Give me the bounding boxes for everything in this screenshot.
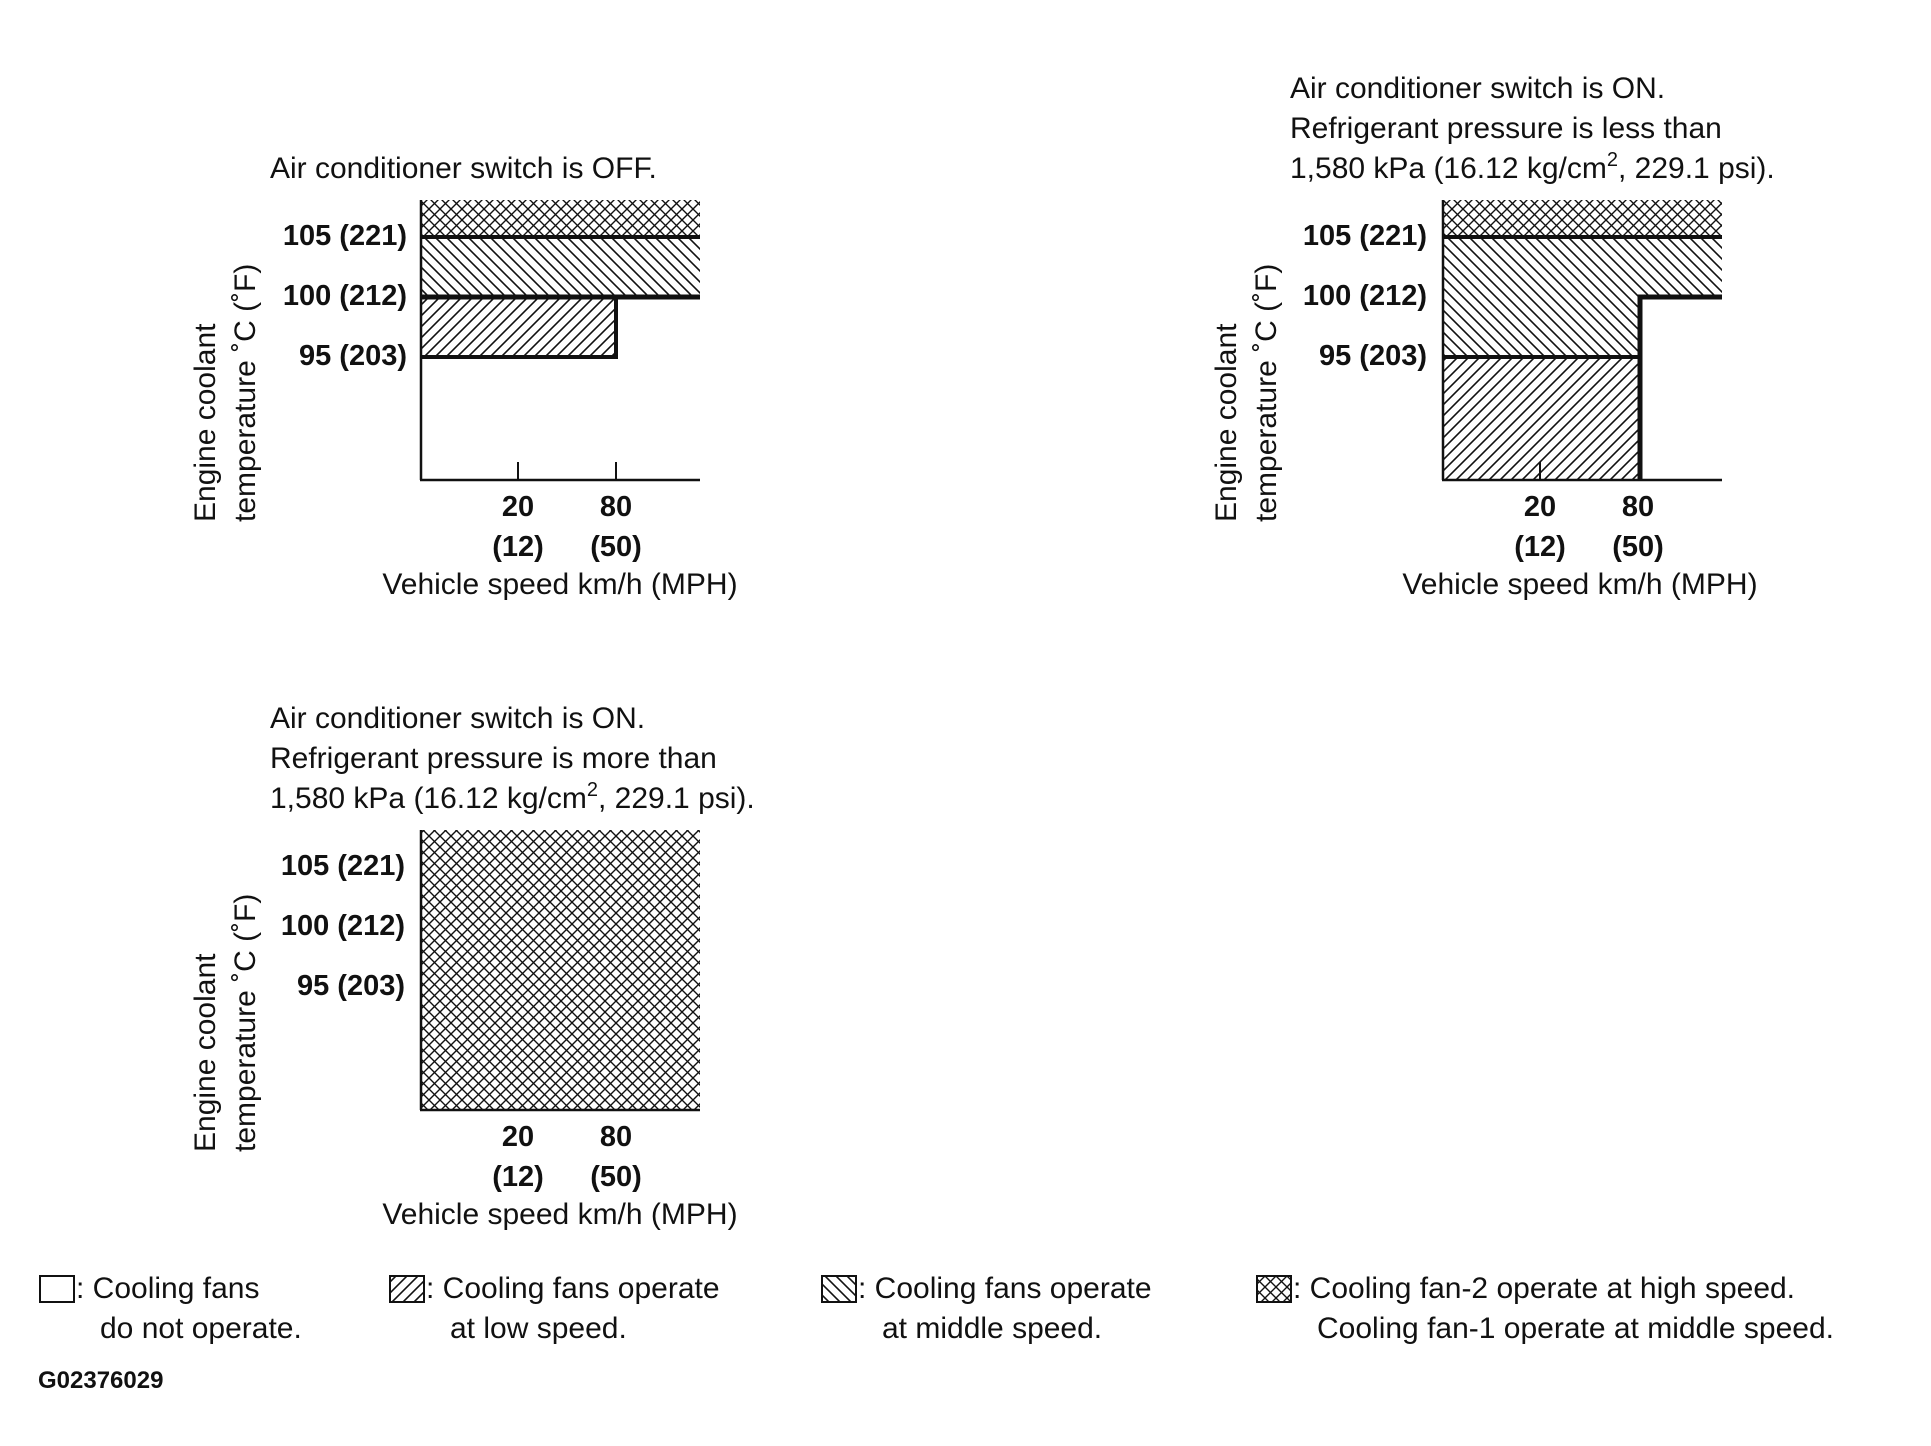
legend-line1: : Cooling fans operate <box>858 1272 1152 1305</box>
legend-line2: at low speed. <box>450 1312 627 1345</box>
legend-line2: do not operate. <box>100 1312 302 1345</box>
y-tick-105: 105 (221) <box>283 220 407 252</box>
chart-ac-on-low-pressure: Air conditioner switch is ON. Refrigeran… <box>1210 72 1775 601</box>
region-middle-speed <box>1442 237 1638 357</box>
legend-swatch-low-speed <box>389 1275 425 1303</box>
x-axis-label: Vehicle speed km/h (MPH) <box>382 1198 737 1231</box>
region-middle-speed <box>420 237 700 297</box>
y-tick-95: 95 (203) <box>1319 340 1427 372</box>
x-tick-80-mph: (50) <box>590 1161 642 1193</box>
y-tick-100: 100 (212) <box>281 910 405 942</box>
chart-title-line3: 1,580 kPa (16.12 kg/cm2, 229.1 psi). <box>1290 149 1775 185</box>
legend-swatch-blank <box>39 1275 75 1303</box>
chart-title-line2: Refrigerant pressure is more than <box>270 742 717 775</box>
y-axis-label: Engine coolant temperature ˚C (˚F) <box>1210 264 1283 522</box>
chart-title-line2: Refrigerant pressure is less than <box>1290 112 1722 145</box>
legend-item-middle: : Cooling fans operate at middle speed. <box>821 1272 1152 1345</box>
legend-item-high: : Cooling fan-2 operate at high speed. C… <box>1256 1272 1834 1345</box>
y-tick-95: 95 (203) <box>297 970 405 1002</box>
chart-ac-off: Air conditioner switch is OFF. Engine co… <box>189 152 738 601</box>
boundary-100-80kmh <box>1637 294 1722 480</box>
chart-ac-on-high-pressure: Air conditioner switch is ON. Refrigeran… <box>189 702 755 1231</box>
x-tick-80-mph: (50) <box>1612 531 1664 563</box>
y-label-line1: Engine coolant <box>189 953 222 1152</box>
chart-title-line1: Air conditioner switch is ON. <box>270 702 645 735</box>
y-tick-105: 105 (221) <box>281 850 405 882</box>
y-label-line2: temperature ˚C (˚F) <box>229 894 262 1152</box>
legend-line2: at middle speed. <box>882 1312 1102 1345</box>
legend-item-off: : Cooling fans do not operate. <box>39 1272 302 1345</box>
y-tick-100: 100 (212) <box>283 280 407 312</box>
legend-line1: : Cooling fan-2 operate at high speed. <box>1293 1272 1795 1305</box>
figure-id: G02376029 <box>38 1367 163 1394</box>
legend-line1: : Cooling fans <box>76 1272 259 1305</box>
y-label-line2: temperature ˚C (˚F) <box>1250 264 1283 522</box>
legend-line2: Cooling fan-1 operate at middle speed. <box>1317 1312 1834 1345</box>
y-label-line1: Engine coolant <box>189 323 222 522</box>
x-tick-80: 80 <box>1622 491 1654 523</box>
x-axis-label: Vehicle speed km/h (MPH) <box>1402 568 1757 601</box>
x-tick-80-mph: (50) <box>590 531 642 563</box>
x-tick-20: 20 <box>1524 491 1556 523</box>
x-tick-20: 20 <box>502 1121 534 1153</box>
legend-swatch-high-speed <box>1256 1275 1292 1303</box>
region-low-speed <box>1442 357 1638 480</box>
legend: : Cooling fans do not operate. : Cooling… <box>39 1272 1834 1345</box>
y-axis-label: Engine coolant temperature ˚C (˚F) <box>189 264 262 522</box>
x-tick-20-mph: (12) <box>1514 531 1566 563</box>
x-tick-20-mph: (12) <box>492 531 544 563</box>
legend-item-low: : Cooling fans operate at low speed. <box>389 1272 720 1345</box>
region-high-speed <box>420 830 700 1110</box>
y-label-line2: temperature ˚C (˚F) <box>229 264 262 522</box>
y-tick-100: 100 (212) <box>1303 280 1427 312</box>
region-middle-speed-high-velocity <box>1638 237 1722 297</box>
x-tick-20-mph: (12) <box>492 1161 544 1193</box>
boundary-95 <box>420 297 618 359</box>
x-tick-80: 80 <box>600 491 632 523</box>
legend-swatch-middle-speed <box>821 1275 857 1303</box>
chart-title-line1: Air conditioner switch is ON. <box>1290 72 1665 105</box>
chart-title-line3: 1,580 kPa (16.12 kg/cm2, 229.1 psi). <box>270 779 755 815</box>
y-tick-105: 105 (221) <box>1303 220 1427 252</box>
x-tick-20: 20 <box>502 491 534 523</box>
chart-title: Air conditioner switch is OFF. <box>270 152 657 185</box>
region-low-speed <box>420 297 616 357</box>
y-tick-95: 95 (203) <box>299 340 407 372</box>
x-tick-80: 80 <box>600 1121 632 1153</box>
y-label-line1: Engine coolant <box>1210 323 1243 522</box>
region-high-speed <box>1442 200 1722 237</box>
legend-line1: : Cooling fans operate <box>426 1272 720 1305</box>
y-axis-label: Engine coolant temperature ˚C (˚F) <box>189 894 262 1152</box>
region-high-speed <box>420 200 700 237</box>
x-axis-label: Vehicle speed km/h (MPH) <box>382 568 737 601</box>
